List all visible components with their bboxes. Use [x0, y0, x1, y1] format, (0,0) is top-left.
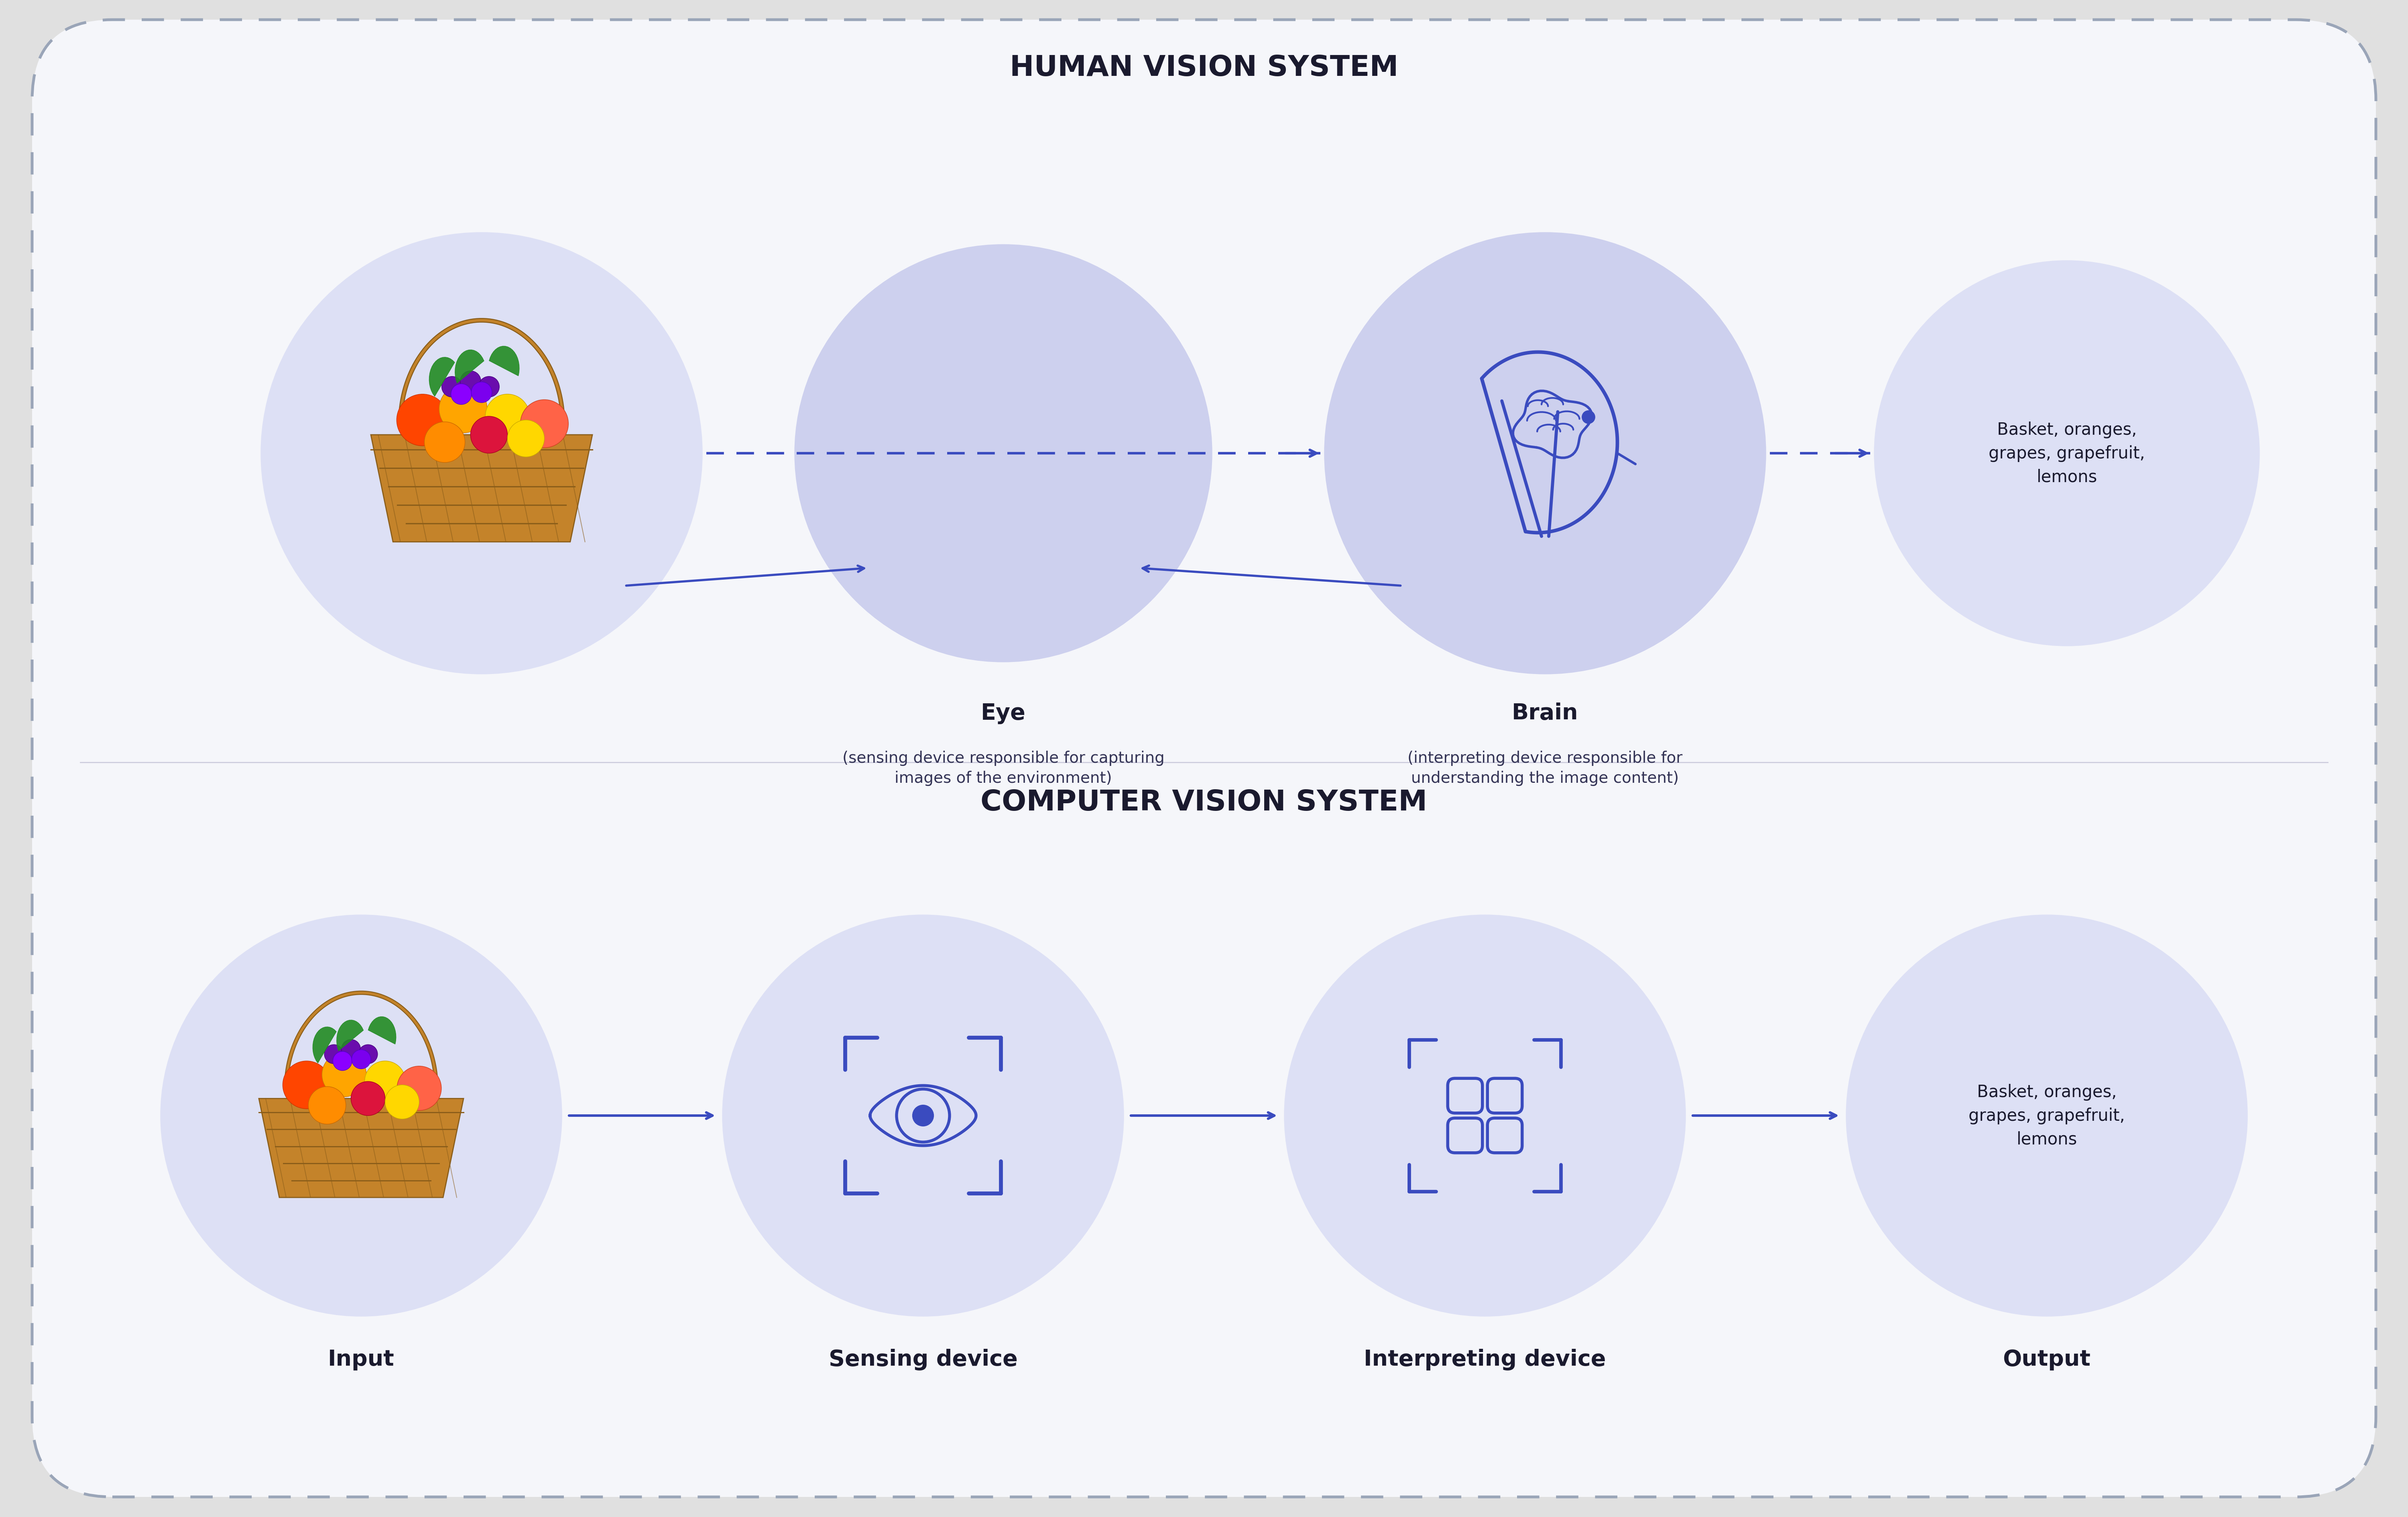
Circle shape — [424, 422, 465, 463]
Polygon shape — [455, 350, 484, 384]
Circle shape — [1324, 232, 1765, 674]
Circle shape — [282, 1060, 330, 1109]
Circle shape — [913, 1104, 934, 1126]
Circle shape — [520, 400, 568, 448]
Text: COMPUTER VISION SYSTEM: COMPUTER VISION SYSTEM — [980, 789, 1428, 816]
Circle shape — [486, 394, 530, 438]
Circle shape — [364, 1060, 405, 1101]
Circle shape — [1283, 915, 1686, 1317]
Circle shape — [332, 1051, 352, 1071]
Polygon shape — [368, 1016, 395, 1044]
Text: Basket, oranges,
grapes, grapefruit,
lemons: Basket, oranges, grapes, grapefruit, lem… — [1989, 422, 2146, 485]
Circle shape — [460, 372, 482, 391]
Polygon shape — [489, 346, 520, 376]
Text: Interpreting device: Interpreting device — [1363, 1349, 1606, 1370]
Circle shape — [1582, 411, 1594, 423]
Text: Output: Output — [2003, 1349, 2090, 1370]
Polygon shape — [260, 1098, 462, 1197]
Circle shape — [161, 915, 561, 1317]
Text: (interpreting device responsible for
understanding the image content): (interpreting device responsible for und… — [1409, 751, 1683, 786]
Circle shape — [795, 244, 1211, 663]
Circle shape — [352, 1082, 385, 1115]
Circle shape — [342, 1039, 361, 1059]
Circle shape — [470, 417, 508, 454]
Circle shape — [1847, 915, 2247, 1317]
Circle shape — [323, 1053, 366, 1097]
Circle shape — [260, 232, 703, 674]
Polygon shape — [429, 358, 455, 396]
Circle shape — [508, 420, 544, 457]
Text: Input: Input — [327, 1349, 395, 1370]
Circle shape — [722, 915, 1125, 1317]
Text: HUMAN VISION SYSTEM: HUMAN VISION SYSTEM — [1009, 55, 1399, 82]
Text: Sensing device: Sensing device — [828, 1349, 1019, 1370]
Text: Basket, oranges,
grapes, grapefruit,
lemons: Basket, oranges, grapes, grapefruit, lem… — [1970, 1083, 2124, 1147]
Circle shape — [438, 385, 486, 434]
Circle shape — [1873, 261, 2259, 646]
Text: Eye: Eye — [980, 702, 1026, 724]
Circle shape — [352, 1050, 371, 1069]
Text: Brain: Brain — [1512, 702, 1577, 724]
Polygon shape — [337, 1021, 364, 1051]
Circle shape — [472, 382, 491, 404]
Circle shape — [397, 1066, 441, 1110]
Polygon shape — [313, 1027, 337, 1063]
FancyBboxPatch shape — [31, 20, 2377, 1497]
Circle shape — [441, 376, 462, 397]
Text: (sensing device responsible for capturing
images of the environment): (sensing device responsible for capturin… — [843, 751, 1165, 786]
Polygon shape — [371, 435, 592, 542]
Circle shape — [397, 394, 448, 446]
Circle shape — [450, 384, 472, 405]
Circle shape — [479, 376, 498, 397]
Circle shape — [325, 1045, 344, 1063]
Circle shape — [359, 1045, 378, 1063]
Circle shape — [385, 1085, 419, 1120]
Circle shape — [308, 1086, 347, 1124]
